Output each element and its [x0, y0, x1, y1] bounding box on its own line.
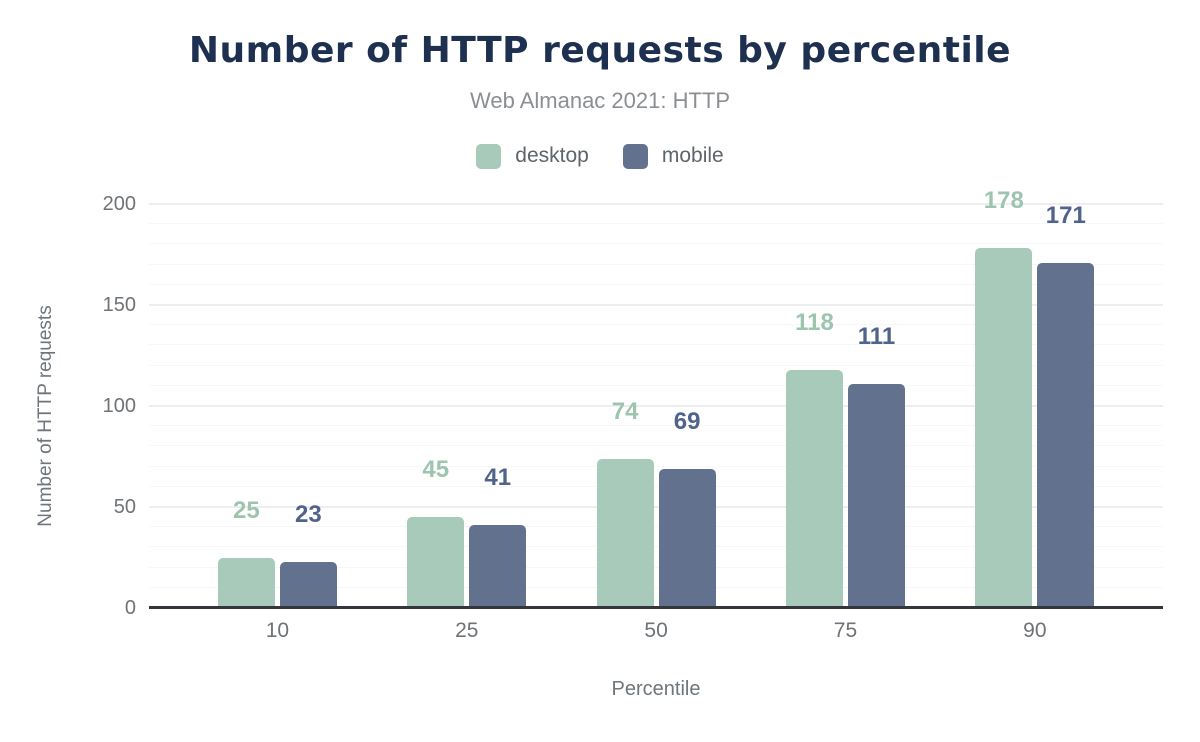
- major-gridline: [149, 304, 1163, 306]
- minor-gridline: [149, 344, 1163, 346]
- minor-gridline: [149, 425, 1163, 427]
- bar-mobile-p10[interactable]: [279, 561, 337, 608]
- y-tick-label: 0: [124, 597, 136, 619]
- major-gridline: [149, 203, 1163, 205]
- bar-mobile-p50[interactable]: [658, 468, 716, 608]
- minor-gridline: [149, 566, 1163, 568]
- minor-gridline: [149, 243, 1163, 245]
- bar-value-desktop-p90: 178: [983, 187, 1024, 215]
- bar-value-desktop-p25: 45: [422, 456, 450, 484]
- bar-value-desktop-p10: 25: [233, 496, 260, 524]
- minor-gridline: [149, 324, 1163, 326]
- minor-gridline: [149, 283, 1163, 285]
- y-tick-label: 50: [113, 496, 136, 518]
- minor-gridline: [149, 384, 1163, 386]
- x-tick-label: 10: [265, 619, 290, 642]
- bar-mobile-p90[interactable]: [1037, 262, 1095, 608]
- minor-gridline: [149, 586, 1163, 588]
- legend-label-desktop: desktop: [515, 144, 589, 167]
- bar-value-mobile-p10: 23: [295, 500, 322, 528]
- legend-item-desktop: desktop: [476, 143, 589, 169]
- x-tick-label: 75: [833, 619, 858, 642]
- bar-value-mobile-p50: 69: [673, 407, 701, 435]
- x-tick-label: 25: [455, 619, 479, 642]
- bar-value-mobile-p25: 41: [484, 464, 512, 492]
- y-tick-label: 100: [102, 395, 136, 417]
- legend-swatch-desktop: [476, 143, 502, 169]
- minor-gridline: [149, 546, 1163, 548]
- legend: desktop mobile: [0, 142, 1200, 170]
- legend-swatch-mobile: [622, 143, 648, 169]
- minor-gridline: [149, 223, 1163, 225]
- bar-desktop-p50[interactable]: [596, 458, 654, 608]
- bar-value-desktop-p50: 74: [611, 397, 639, 425]
- bar-value-mobile-p75: 111: [857, 322, 896, 350]
- bar-desktop-p10[interactable]: [217, 557, 275, 608]
- bar-mobile-p75[interactable]: [847, 383, 905, 608]
- x-axis-ticks: 10 25 50 75 90: [149, 619, 1163, 645]
- y-axis-ticks: 0 50 100 150 200: [0, 193, 136, 619]
- minor-gridline: [149, 485, 1163, 487]
- major-gridline: [149, 506, 1163, 508]
- minor-gridline: [149, 263, 1163, 265]
- bar-mobile-p25[interactable]: [469, 525, 527, 608]
- x-axis-line: [149, 606, 1163, 609]
- x-tick-label: 50: [644, 619, 668, 642]
- bar-value-mobile-p90: 171: [1045, 201, 1086, 229]
- minor-gridline: [149, 465, 1163, 467]
- x-axis-title: Percentile: [611, 678, 701, 700]
- plot-area: 25 23 45 41 74 69 118 111 178 171: [149, 187, 1163, 609]
- x-tick-label: 90: [1023, 619, 1047, 642]
- y-tick-label: 200: [102, 193, 136, 215]
- legend-item-mobile: mobile: [622, 143, 724, 169]
- major-gridline: [149, 405, 1163, 407]
- bar-value-desktop-p75: 118: [795, 308, 834, 336]
- bar-desktop-p75[interactable]: [785, 369, 843, 608]
- bar-desktop-p25[interactable]: [407, 517, 465, 608]
- chart-subtitle: Web Almanac 2021: HTTP: [469, 88, 731, 113]
- legend-label-mobile: mobile: [661, 144, 724, 167]
- y-tick-label: 150: [102, 294, 136, 316]
- minor-gridline: [149, 364, 1163, 366]
- bar-desktop-p90[interactable]: [975, 248, 1033, 608]
- chart-title: Number of HTTP requests by percentile: [188, 30, 1012, 71]
- minor-gridline: [149, 526, 1163, 528]
- minor-gridline: [149, 445, 1163, 447]
